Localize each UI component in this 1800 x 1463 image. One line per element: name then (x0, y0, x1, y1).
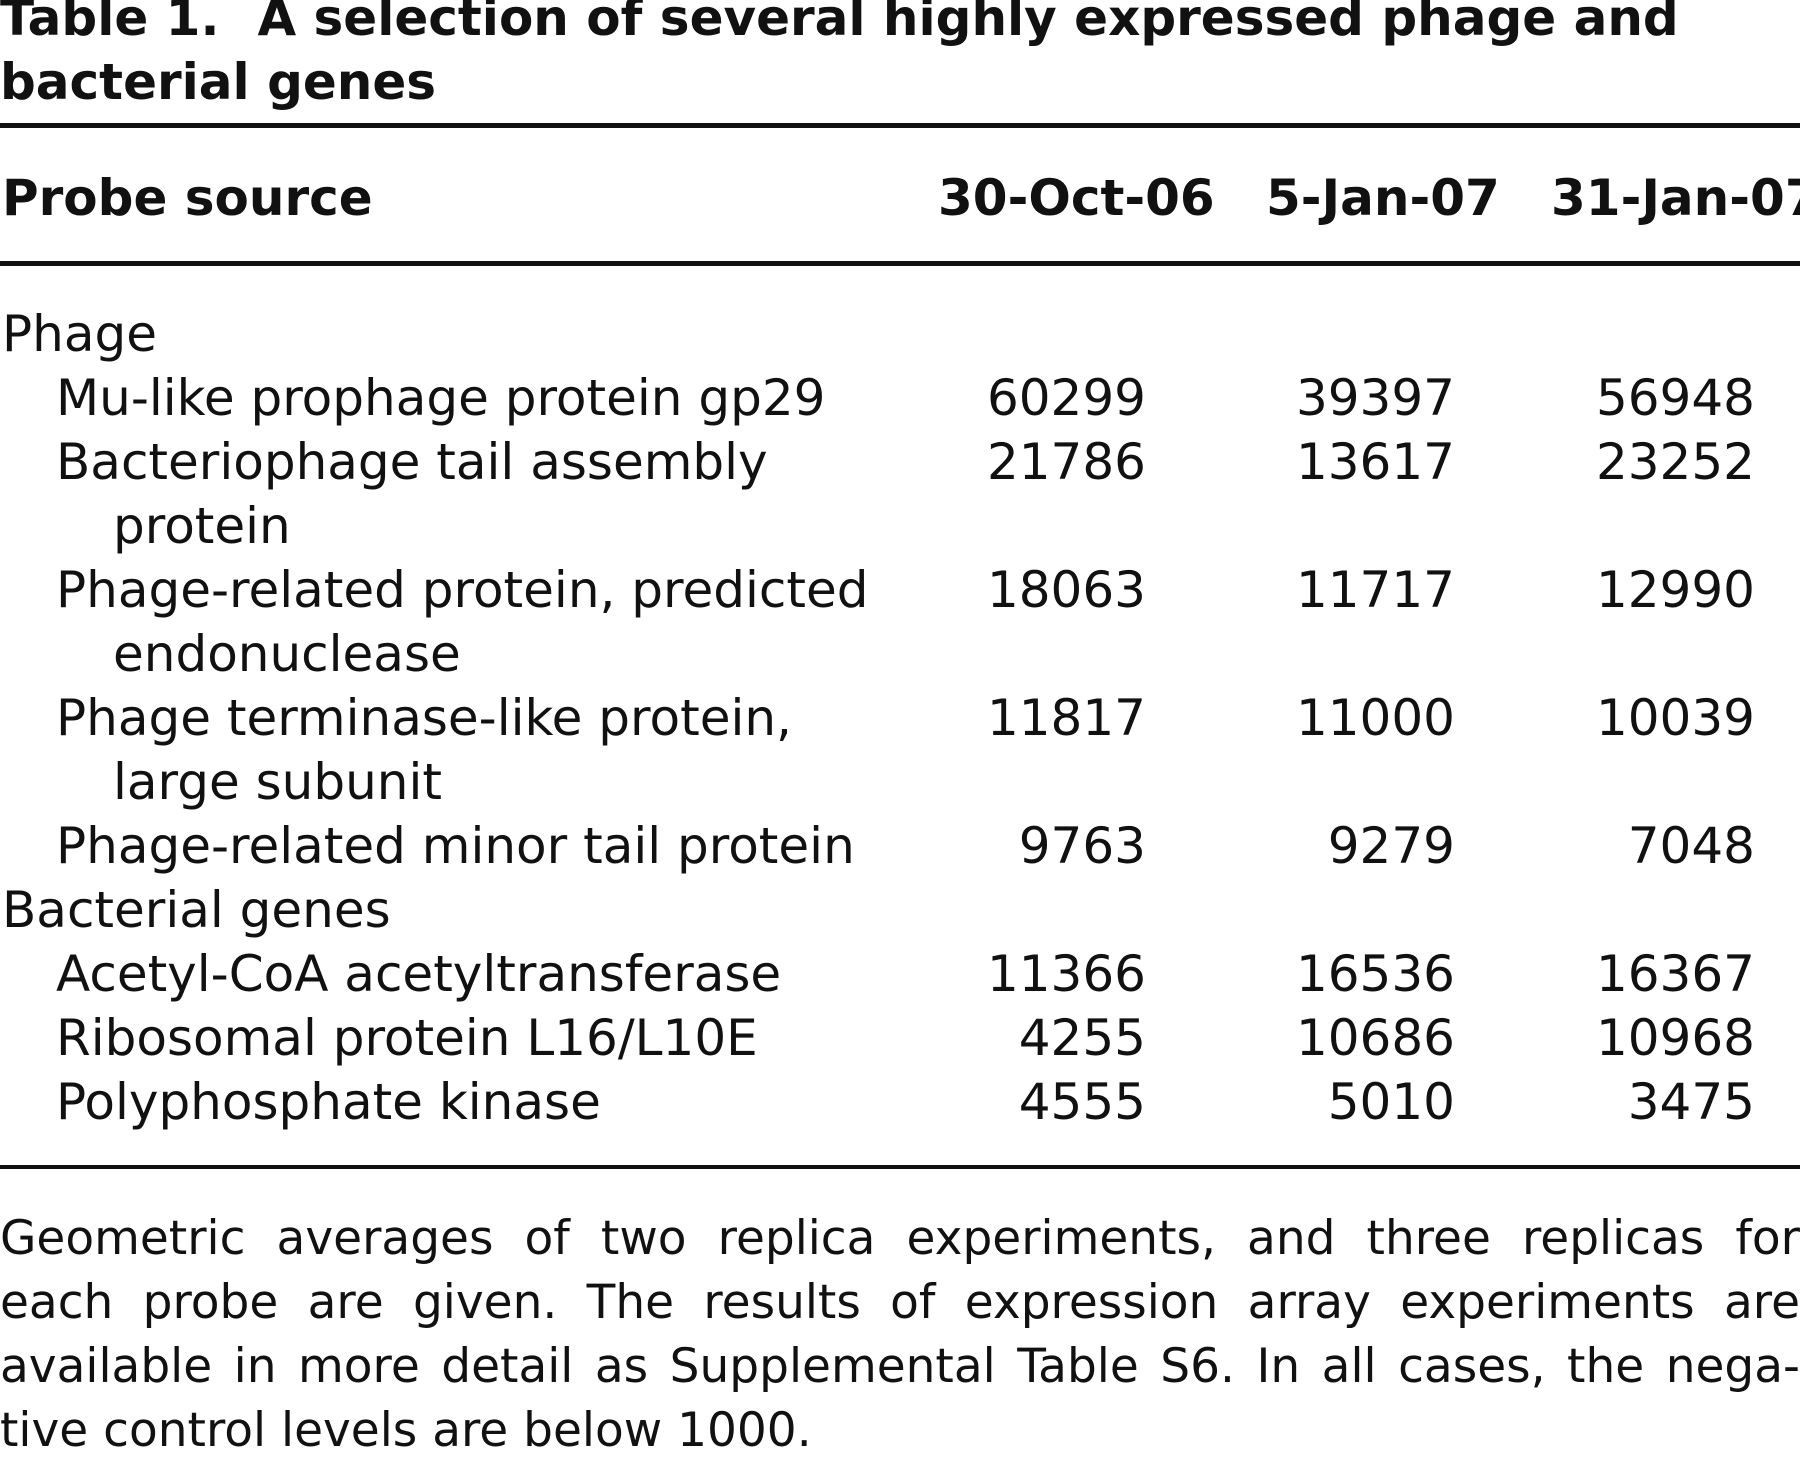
value-date-1: 60299 (986, 369, 1146, 427)
probe-name: Polyphosphate kinase (56, 1073, 601, 1131)
table-title-line-1: A selection of several highly expressed … (257, 0, 1679, 47)
value-date-3: 23252 (1595, 433, 1755, 491)
footnote-line: each probe are given. The results of exp… (0, 1275, 1800, 1330)
table-label: Table 1. (0, 0, 220, 47)
group-label: Phage (2, 305, 157, 363)
header-probe-source: Probe source (2, 169, 373, 227)
value-date-1: 21786 (986, 433, 1146, 491)
probe-name-continuation: large subunit (113, 753, 442, 811)
footnote-line: tive control levels are below 1000. (0, 1403, 812, 1458)
probe-name-continuation: endonuclease (113, 625, 461, 683)
table-header-row: Probe source 30-Oct-06 5-Jan-07 31-Jan-0… (0, 166, 1800, 230)
group-label: Bacterial genes (2, 881, 391, 939)
value-date-3: 7048 (1627, 817, 1755, 875)
value-date-2: 13617 (1295, 433, 1455, 491)
value-date-2: 39397 (1295, 369, 1455, 427)
table-title-line-2: bacterial genes (0, 53, 437, 111)
probe-name: Phage terminase-like protein, (56, 689, 792, 747)
probe-name-continuation: protein (113, 497, 291, 555)
value-date-3: 12990 (1595, 561, 1755, 619)
value-date-3: 16367 (1595, 945, 1755, 1003)
value-date-3: 10039 (1595, 689, 1755, 747)
value-date-2: 9279 (1327, 817, 1455, 875)
header-date-2: 5-Jan-07 (1266, 169, 1500, 227)
value-date-1: 11366 (986, 945, 1146, 1003)
value-date-2: 16536 (1295, 945, 1455, 1003)
bottom-rule (0, 1165, 1800, 1169)
value-date-2: 11717 (1295, 561, 1455, 619)
top-rule (0, 123, 1800, 128)
probe-name: Phage-related protein, predicted (56, 561, 869, 619)
value-date-2: 11000 (1295, 689, 1455, 747)
probe-name: Acetyl-CoA acetyltransferase (56, 945, 782, 1003)
footnote-line: Geometric averages of two replica experi… (0, 1211, 1800, 1266)
value-date-1: 4555 (1018, 1073, 1146, 1131)
value-date-1: 4255 (1018, 1009, 1146, 1067)
value-date-1: 9763 (1018, 817, 1146, 875)
table-footnote: Geometric averages of two replica experi… (0, 1207, 1800, 1463)
value-date-2: 5010 (1327, 1073, 1455, 1131)
value-date-1: 11817 (986, 689, 1146, 747)
value-date-2: 10686 (1295, 1009, 1455, 1067)
table-caption: Table 1. A selection of several highly ex… (0, 0, 1800, 114)
value-date-3: 3475 (1627, 1073, 1755, 1131)
probe-name: Phage-related minor tail protein (56, 817, 855, 875)
footnote-line: available in more detail as Supplemental… (0, 1339, 1800, 1394)
header-date-1: 30-Oct-06 (938, 169, 1215, 227)
probe-name: Ribosomal protein L16/L10E (56, 1009, 758, 1067)
header-date-3: 31-Jan-07 (1551, 169, 1800, 227)
value-date-1: 18063 (986, 561, 1146, 619)
value-date-3: 10968 (1595, 1009, 1755, 1067)
probe-name: Bacteriophage tail assembly (56, 433, 768, 491)
header-rule (0, 261, 1800, 266)
probe-name: Mu-like prophage protein gp29 (56, 369, 826, 427)
caption-line-1: Table 1. A selection of several highly ex… (0, 0, 1800, 50)
value-date-3: 56948 (1595, 369, 1755, 427)
